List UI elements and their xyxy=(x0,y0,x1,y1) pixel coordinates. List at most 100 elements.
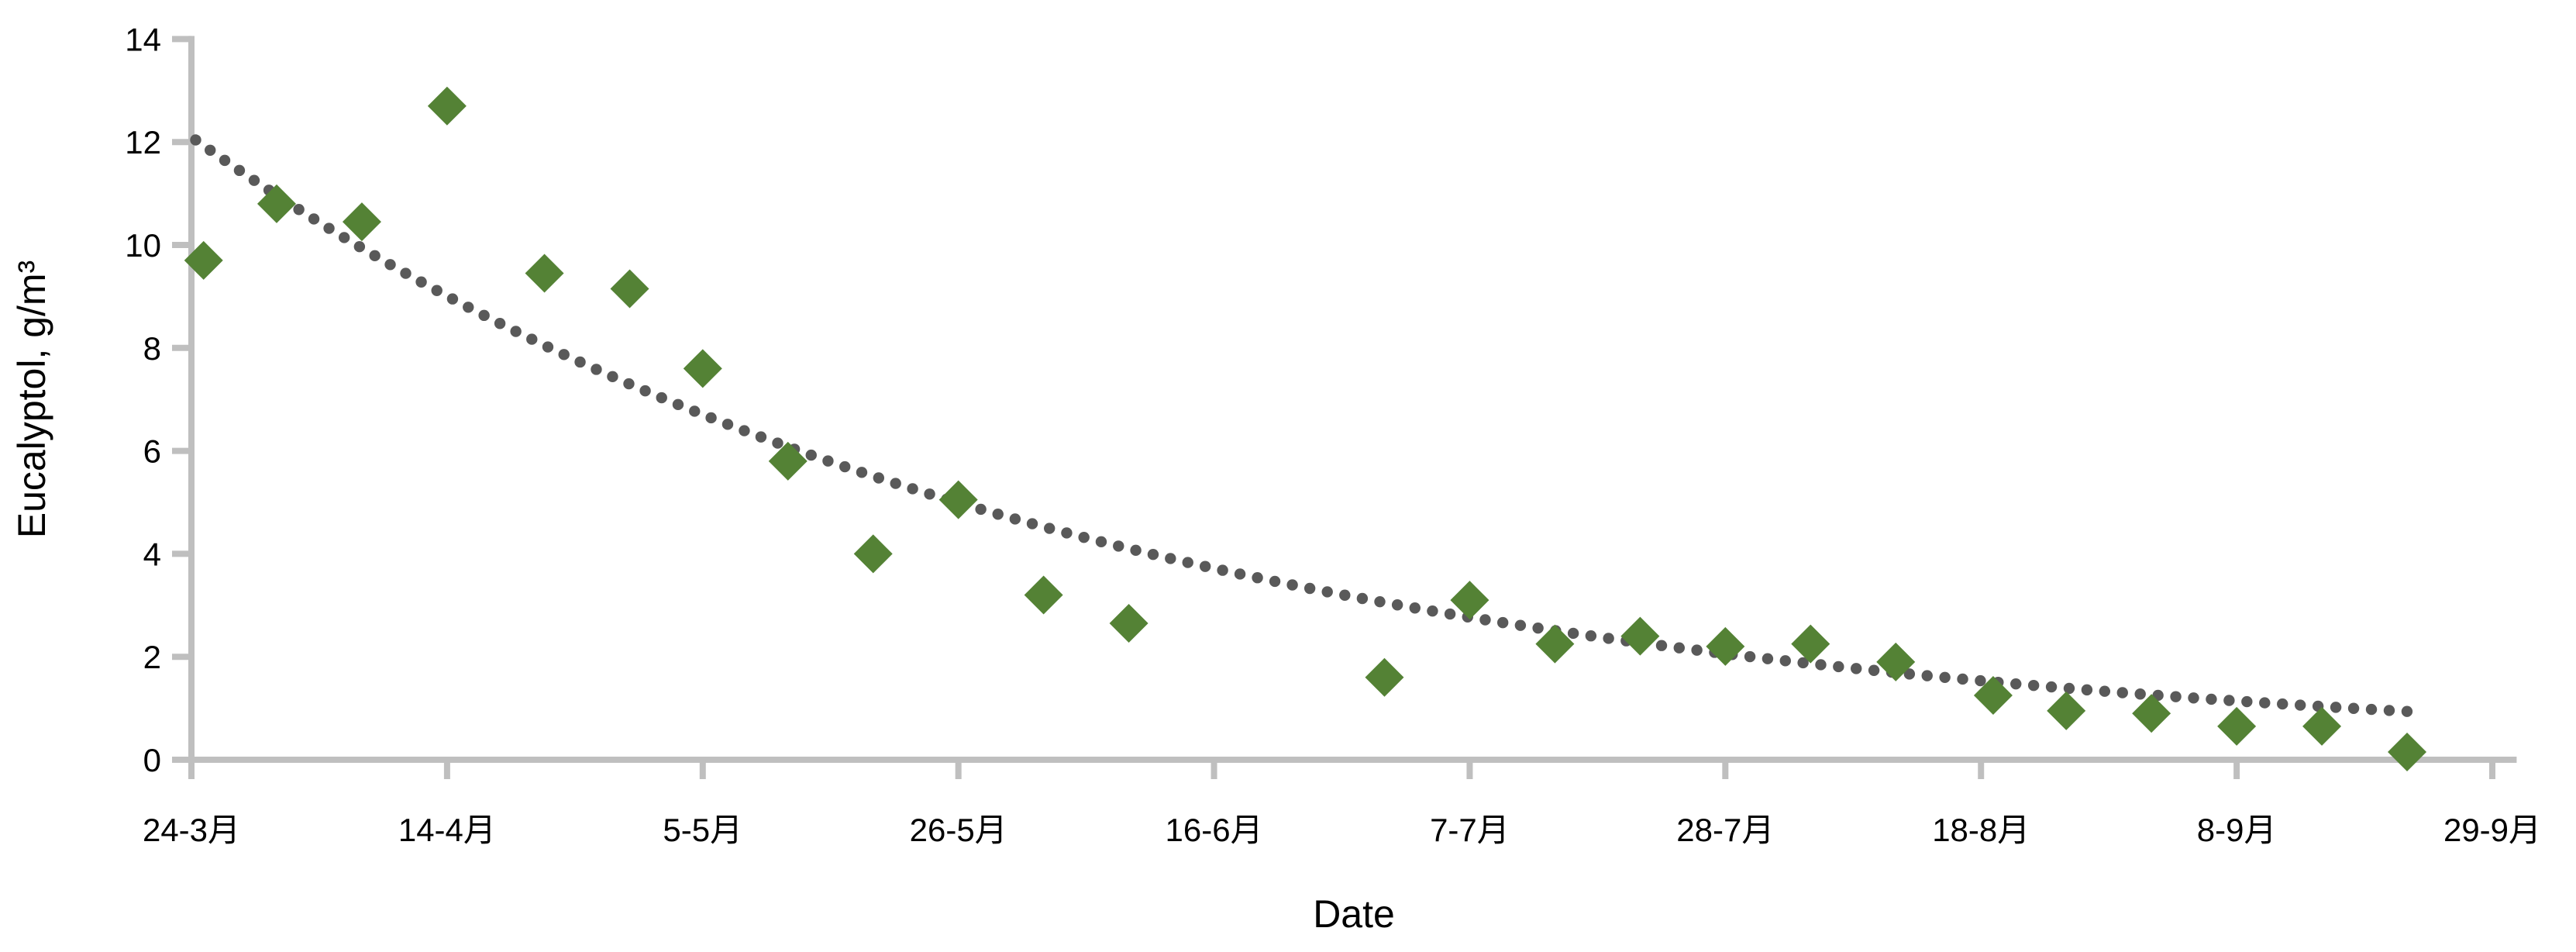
data-point xyxy=(257,184,296,223)
trend-dot xyxy=(689,405,701,417)
trend-dot xyxy=(574,356,586,368)
trend-dot xyxy=(2170,691,2182,702)
data-point xyxy=(1109,604,1149,643)
trend-dot xyxy=(1939,671,1951,684)
trend-dot xyxy=(739,425,750,436)
trend-dot xyxy=(672,398,684,411)
trend-dot xyxy=(772,437,783,449)
trend-dot xyxy=(308,213,320,225)
trend-dot xyxy=(478,309,490,322)
trend-dot xyxy=(2045,681,2058,693)
trend-dot xyxy=(1130,544,1142,557)
trend-dot xyxy=(233,164,246,177)
trend-dot xyxy=(558,349,570,360)
trend-dot xyxy=(1797,657,1809,669)
trend-dot xyxy=(1427,605,1438,617)
trend-dot xyxy=(1514,619,1527,631)
trend-dot xyxy=(2188,692,2199,704)
trend-dot xyxy=(463,302,474,313)
trend-dot xyxy=(2294,699,2306,711)
data-point xyxy=(1876,642,1916,681)
trend-dot xyxy=(1199,561,1211,572)
trend-dot xyxy=(1532,622,1544,634)
trend-dot xyxy=(705,412,717,424)
data-point xyxy=(1791,624,1830,664)
trend-dot xyxy=(1957,673,1968,685)
trend-dot xyxy=(1655,640,1668,651)
data-point xyxy=(1973,676,2013,715)
data-point xyxy=(1024,575,1063,615)
trend-dot xyxy=(446,293,459,305)
trend-dot xyxy=(805,449,817,461)
trend-dot xyxy=(1321,586,1333,598)
data-point xyxy=(1535,624,1575,664)
trend-dot xyxy=(2099,685,2111,697)
trend-dot xyxy=(384,259,396,271)
x-tick-label: 7-7月 xyxy=(1430,812,1510,848)
trend-dot xyxy=(623,378,635,390)
x-tick-label: 26-5月 xyxy=(910,812,1007,848)
trend-dot xyxy=(873,472,885,484)
trend-dot xyxy=(2134,688,2146,700)
trend-dot xyxy=(1078,531,1090,543)
data-point xyxy=(2388,733,2427,772)
trend-dot xyxy=(2241,695,2253,708)
trend-dot xyxy=(1026,518,1038,529)
data-point xyxy=(853,534,893,574)
trend-dot xyxy=(1339,589,1351,601)
trend-dot xyxy=(1009,513,1021,525)
trend-dot xyxy=(1061,527,1073,539)
trend-dot xyxy=(1286,579,1298,591)
y-tick-label: 0 xyxy=(143,742,161,778)
data-point xyxy=(2132,694,2171,733)
trend-dot xyxy=(510,326,522,337)
data-point xyxy=(2302,706,2342,746)
trend-dot xyxy=(293,204,305,216)
data-point xyxy=(610,269,649,309)
y-tick-label: 12 xyxy=(125,124,161,160)
trend-dot xyxy=(1165,553,1176,564)
trend-dot xyxy=(2063,682,2075,695)
trend-dot xyxy=(248,174,260,186)
y-tick-label: 6 xyxy=(143,433,161,470)
data-point xyxy=(1365,657,1404,697)
trend-dot xyxy=(1762,653,1774,664)
trend-dot xyxy=(1815,659,1827,671)
trend-dot xyxy=(2347,702,2360,714)
trend-dot xyxy=(190,134,201,146)
trend-dot xyxy=(1868,664,1880,676)
trend-dot xyxy=(323,222,335,234)
data-point xyxy=(1620,616,1660,656)
trend-dot xyxy=(2383,705,2395,716)
trend-dot xyxy=(755,431,767,443)
trend-dot xyxy=(2365,703,2378,716)
trend-dot xyxy=(639,385,651,397)
data-point xyxy=(342,202,381,242)
trend-dot xyxy=(1269,575,1281,588)
trend-dot xyxy=(992,509,1004,520)
data-point xyxy=(2047,691,2086,730)
trend-dot xyxy=(1479,614,1491,626)
trend-dot xyxy=(1374,595,1386,608)
trend-dot xyxy=(219,154,231,167)
trend-dot xyxy=(1921,670,1933,681)
data-point xyxy=(768,441,808,481)
trend-dot xyxy=(369,250,381,262)
trend-dot xyxy=(839,460,851,473)
trend-dot xyxy=(542,341,554,353)
trendline xyxy=(190,134,2413,717)
data-point xyxy=(683,349,722,388)
trend-dot xyxy=(2277,698,2288,710)
trend-dot xyxy=(1567,627,1579,640)
trend-dot xyxy=(431,285,443,296)
trend-dot xyxy=(1147,548,1159,561)
x-tick-label: 28-7月 xyxy=(1676,812,1774,848)
x-tick-label: 24-3月 xyxy=(143,812,240,848)
trend-dot xyxy=(1356,592,1369,605)
y-tick-label: 2 xyxy=(143,639,161,675)
trend-dot xyxy=(2401,705,2413,717)
trend-dot xyxy=(1303,582,1316,595)
data-point xyxy=(2217,706,2257,746)
